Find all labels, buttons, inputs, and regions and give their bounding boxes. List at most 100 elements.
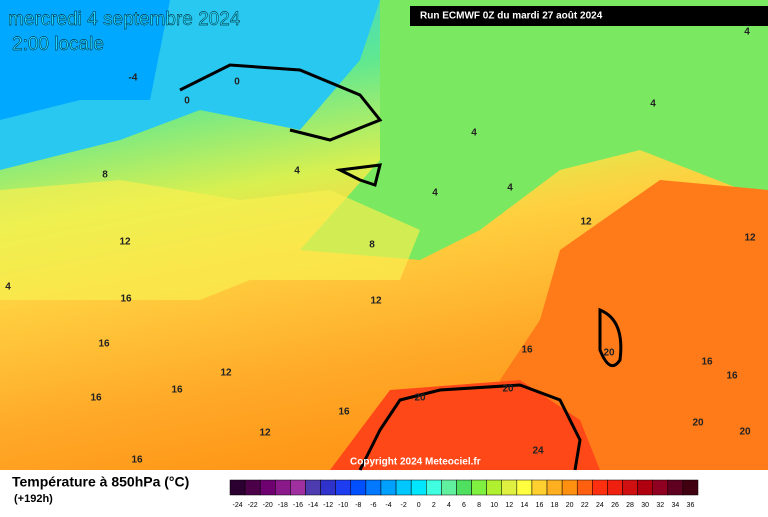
isotherm-label: 16: [171, 385, 183, 396]
isotherm-label: 16: [338, 407, 350, 418]
colorbar-label: 4: [447, 502, 451, 509]
isotherm-label: 20: [603, 348, 615, 359]
isotherm-0: [334, 163, 382, 187]
isotherm-label: 20: [414, 393, 426, 404]
colorbar-swatch: [501, 479, 518, 496]
colorbar-label: 24: [596, 502, 604, 509]
colorbar-label: 2: [432, 502, 436, 509]
colorbar-swatch: [607, 479, 623, 496]
cold-core: [0, 0, 170, 120]
colorbar-label: -4: [385, 502, 391, 509]
colorbar-swatch: [365, 479, 382, 496]
colorbar-label: 34: [671, 502, 679, 509]
isotherm-label: 4: [471, 128, 477, 139]
colorbar-swatch: [561, 479, 578, 496]
colorbar-label: -14: [308, 502, 318, 509]
colorbar-label: 28: [626, 502, 634, 509]
colorbar-swatch: [516, 479, 533, 496]
colorbar-label: -2: [400, 502, 406, 509]
colorbar-swatch: [652, 479, 669, 496]
colorbar-swatch: [410, 479, 427, 496]
colorbar-swatch: [441, 479, 457, 496]
colorbar: -24 -22 -20 -18 -16 -14 -12 -10 -8 -6 -4 -2 0 2 4 6 8 10 1…: [229, 479, 699, 509]
colorbar-label: -6: [370, 502, 376, 509]
colorbar-swatch: [486, 479, 502, 496]
isotherm-label: 16: [726, 371, 738, 382]
yellow-band: [0, 180, 420, 300]
isotherm-label: 12: [259, 428, 271, 439]
run-banner: [410, 6, 768, 26]
isotherm-label: 8: [102, 170, 108, 181]
isotherm-label: 12: [119, 237, 131, 248]
colorbar-label: 14: [520, 502, 528, 509]
colorbar-label: 30: [641, 502, 649, 509]
colorbar-label: 12: [505, 502, 513, 509]
isotherm-label: 12: [220, 368, 232, 379]
colorbar-swatch: [456, 479, 472, 496]
isotherm-label: 16: [521, 345, 533, 356]
colorbar-label: -22: [248, 502, 258, 509]
colorbar-label: -16: [293, 502, 303, 509]
colorbar-swatch: [471, 479, 487, 496]
isotherm-label: 16: [131, 455, 143, 466]
isotherm-label: 4: [432, 188, 438, 199]
isotherm-label: 8: [369, 240, 375, 251]
isotherm-label: 20: [692, 418, 704, 429]
colorbar-swatch: [622, 479, 638, 496]
colorbar-label: 36: [687, 502, 695, 509]
colorbar-label: -20: [263, 502, 273, 509]
colorbar-swatch: [380, 479, 397, 496]
isotherm-label: 16: [90, 393, 102, 404]
colorbar-swatch: [546, 479, 563, 496]
legend-title: Température à 850hPa (°C): [12, 474, 189, 490]
isotherm-0: [179, 63, 383, 142]
colorbar-swatch: [395, 479, 412, 496]
colorbar-swatch: [229, 479, 246, 496]
isotherm-20: [598, 307, 623, 368]
warm-zone-east: [500, 180, 768, 470]
isotherm-label: 16: [120, 294, 132, 305]
isotherm-label: 4: [507, 183, 513, 194]
colorbar-swatch: [290, 479, 306, 496]
colorbar-label: -18: [278, 502, 288, 509]
isotherm-label: 12: [744, 233, 756, 244]
colorbar-label: 18: [551, 502, 559, 509]
isotherm-label: -4: [129, 73, 138, 84]
colorbar-label: -10: [338, 502, 348, 509]
isotherm-label: 4: [294, 166, 300, 177]
green-zone: [300, 0, 768, 260]
colorbar-label: -8: [355, 502, 361, 509]
isotherm-label: 4: [650, 99, 656, 110]
colorbar-swatch: [259, 479, 276, 496]
colorbar-label: 16: [536, 502, 544, 509]
colorbar-label: 22: [581, 502, 589, 509]
isotherm-20: [358, 383, 582, 471]
isotherm-label: 20: [502, 384, 514, 395]
colorbar-swatch: [667, 479, 684, 496]
isotherm-label: 0: [184, 96, 190, 107]
colorbar-swatch: [275, 479, 291, 496]
isotherm-labels: -4 0 0 4 4 4 4 4 4 4 8 8 12 12 12 12 12 12 16 16 16 16 16 16 16 1…: [5, 27, 756, 466]
colorbar-label: 10: [490, 502, 498, 509]
colorbar-swatch: [305, 479, 321, 496]
isotherm-label: 0: [234, 77, 240, 88]
colorbar-label: 8: [477, 502, 481, 509]
colorbar-swatch: [244, 479, 261, 496]
isotherm-label: 24: [532, 446, 544, 457]
colorbar-label: -12: [323, 502, 333, 509]
copyright: Copyright 2024 Meteociel.fr: [350, 457, 481, 468]
colorbar-swatch: [531, 479, 548, 496]
colorbar-swatch: [682, 479, 699, 496]
colorbar-swatch: [576, 479, 593, 496]
colorbar-swatch: [592, 479, 608, 496]
isotherm-label: 4: [5, 282, 11, 293]
run-info: Run ECMWF 0Z du mardi 27 août 2024: [420, 11, 603, 22]
colorbar-swatch: [637, 479, 653, 496]
lead-time: (+192h): [14, 493, 53, 505]
colorbar-label: 32: [656, 502, 664, 509]
colorbar-swatch: [320, 479, 336, 496]
colorbar-swatch: [335, 479, 352, 496]
colorbar-swatch: [426, 479, 442, 496]
map: -4 0 0 4 4 4 4 4 4 4 8 8 12 12 12 12 12 12 16 16 16 16 16 16 16 1…: [0, 0, 768, 471]
colorbar-label: -24: [232, 502, 242, 509]
